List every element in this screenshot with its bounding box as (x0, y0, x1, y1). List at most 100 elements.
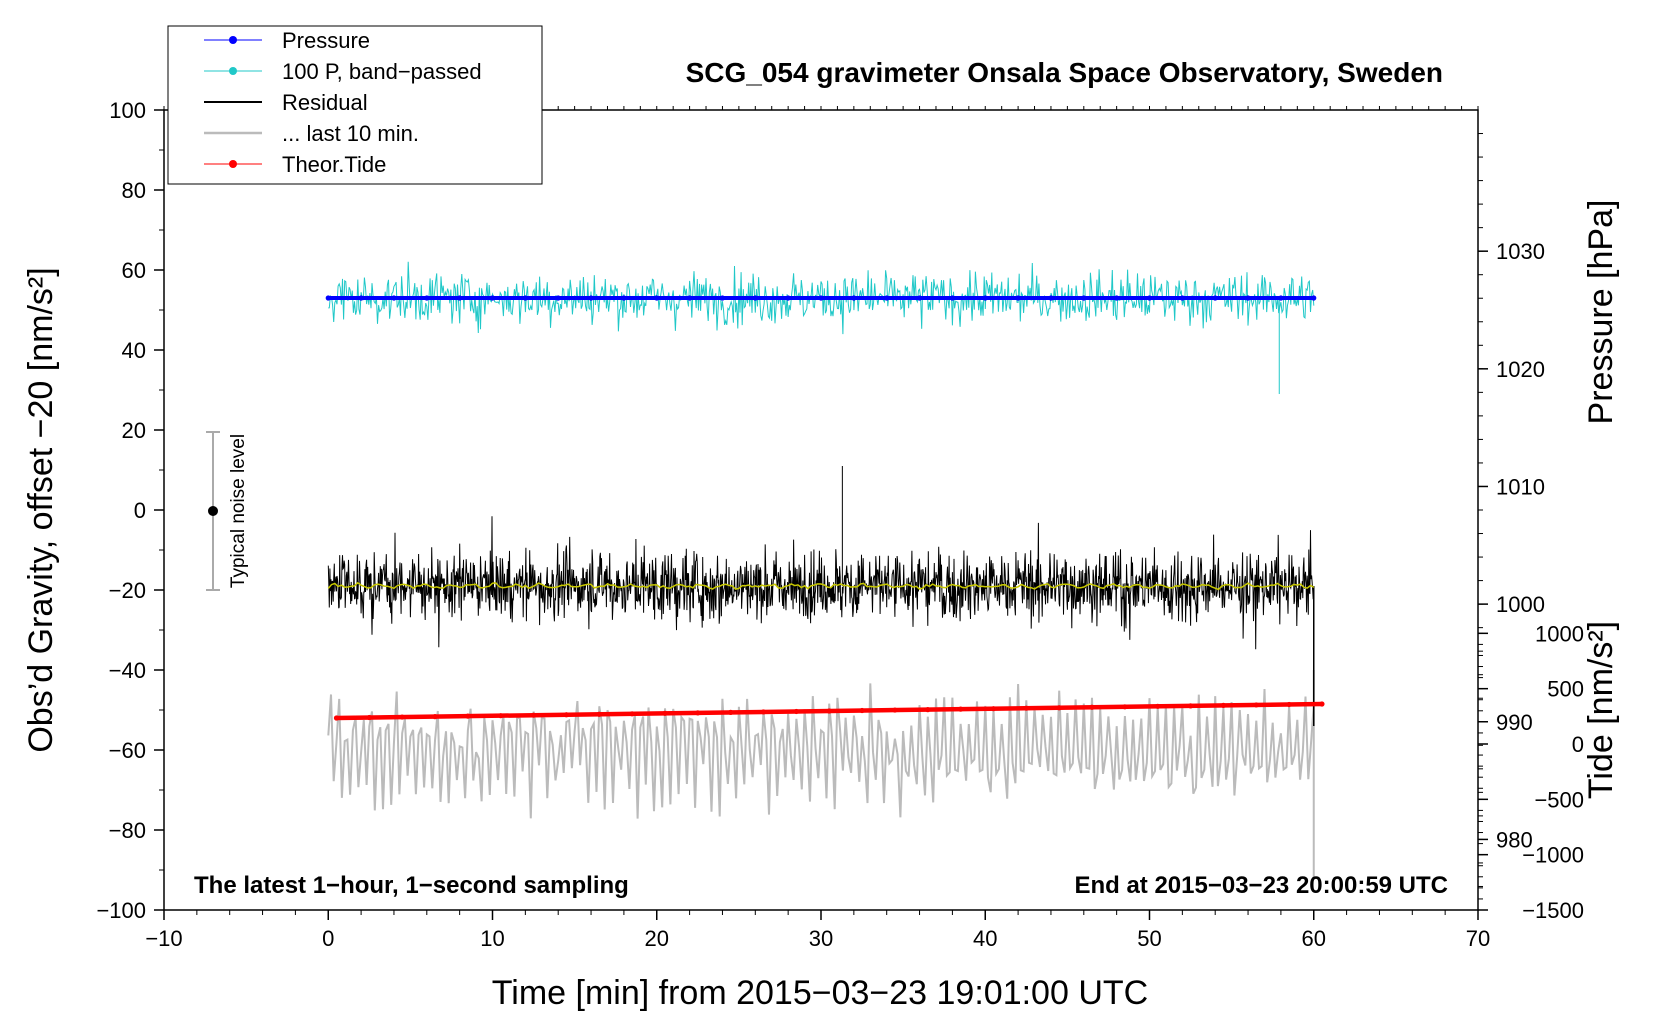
tide-point (333, 715, 340, 721)
tide-point (1286, 701, 1292, 708)
pressure-tick-label: 1030 (1496, 239, 1545, 264)
tide-point (826, 708, 832, 714)
pressure-point (884, 295, 890, 301)
y-left-tick-label: 20 (122, 418, 146, 443)
tide-point (432, 714, 438, 720)
series-residual-smoothed (327, 581, 1315, 591)
legend-label-band-passed: 100 P, band−passed (282, 59, 482, 84)
tide-tick-label: 1000 (1535, 621, 1584, 646)
pressure-tick-label: 1010 (1496, 474, 1545, 499)
tide-point (596, 711, 602, 717)
series-last-10-min (327, 683, 1315, 819)
y-left-tick-label: −80 (109, 818, 146, 843)
tide-point (728, 709, 734, 716)
x-tick-label: 70 (1466, 926, 1490, 951)
y-axis-left-label: Obs’d Gravity, offset −20 [nm/s²] (22, 267, 60, 752)
pressure-point (621, 295, 627, 301)
tide-point (793, 708, 799, 715)
tide-tick-label: −1500 (1522, 898, 1584, 923)
pressure-point (785, 295, 791, 301)
x-tick-label: −10 (145, 926, 182, 951)
tide-point (925, 707, 931, 713)
series-layer (325, 261, 1325, 878)
series-band-passed (328, 261, 1315, 335)
y-left-tick-label: −100 (96, 898, 146, 923)
pressure-point (588, 295, 594, 301)
y-left-tick-label: −40 (109, 658, 146, 683)
y-left-tick-label: 100 (109, 98, 146, 123)
legend-label-pressure: Pressure (282, 28, 370, 53)
legend-entry-pressure: Pressure (204, 28, 370, 53)
y-left-tick-label: 80 (122, 178, 146, 203)
x-tick-label: 40 (973, 926, 997, 951)
tide-tick-label: 0 (1572, 732, 1584, 757)
pressure-point (457, 295, 463, 301)
pressure-point (1212, 295, 1218, 301)
tide-point (465, 713, 471, 719)
legend-marker-theor-tide (229, 160, 237, 168)
annotation-bottom-left: The latest 1−hour, 1−second sampling (194, 872, 629, 899)
pressure-point (1179, 295, 1185, 301)
pressure-point (1311, 295, 1317, 301)
pressure-point (522, 295, 528, 301)
pressure-point (1048, 295, 1054, 301)
pressure-point (851, 295, 857, 301)
legend-entry-theor-tide: Theor.Tide (204, 152, 386, 177)
tide-point (1187, 703, 1194, 709)
pressure-point (687, 295, 693, 301)
pressure-tick-label: 1020 (1496, 357, 1545, 382)
legend-marker-pressure (229, 36, 237, 44)
pressure-point (1114, 295, 1120, 301)
pressure-point (325, 295, 331, 301)
y-axis-right-tide-label: Tide [nm/s²] (1582, 621, 1620, 799)
series-residual (327, 516, 1315, 650)
y-axis-right-pressure-label: Pressure [hPa] (1582, 200, 1620, 425)
noise-bar-label: Typical noise level (228, 434, 249, 588)
tide-point (859, 707, 865, 714)
tide-point (990, 706, 997, 712)
tide-point (530, 712, 537, 718)
legend-label-residual: Residual (282, 90, 368, 115)
legend-entry-band-passed: 100 P, band−passed (204, 59, 482, 84)
annotation-bottom-right: End at 2015−03−23 20:00:59 UTC (1074, 872, 1448, 899)
y-left-tick-label: 60 (122, 258, 146, 283)
pressure-point (555, 295, 561, 301)
tide-point (1220, 702, 1227, 709)
pressure-point (818, 295, 824, 301)
tide-point (958, 706, 964, 712)
pressure-tick-label: 980 (1496, 827, 1533, 852)
x-tick-label: 30 (809, 926, 833, 951)
pressure-point (916, 295, 923, 301)
tide-tick-label: −500 (1534, 787, 1584, 812)
tide-point (1319, 701, 1325, 707)
axes-layer: −10 0 10 20 30 40 50 60 70100806040200−20−40−60−… (96, 98, 1584, 951)
pressure-point (489, 295, 496, 301)
pressure-point (1146, 295, 1153, 301)
pressure-point (654, 295, 660, 301)
tide-point (1089, 704, 1095, 710)
tide-tick-label: 500 (1547, 677, 1584, 702)
legend-entry-residual: Residual (204, 90, 368, 115)
y-left-tick-label: 40 (122, 338, 146, 363)
legend-label-last-10-min: ... last 10 min. (282, 121, 419, 146)
tide-point (1155, 703, 1161, 709)
pressure-point (1278, 295, 1284, 301)
x-axis-label: Time [min] from 2015−03−23 19:01:00 UTC (492, 974, 1148, 1012)
tide-point (760, 709, 767, 715)
tide-point (1056, 705, 1062, 711)
pressure-point (752, 295, 758, 301)
x-tick-label: 60 (1302, 926, 1326, 951)
tide-point (1122, 704, 1128, 710)
tide-tick-label: −1000 (1522, 843, 1584, 868)
pressure-point (424, 295, 430, 301)
chart-title: SCG_054 gravimeter Onsala Space Observat… (686, 57, 1443, 88)
legend-marker-band-passed (229, 67, 237, 75)
x-tick-label: 10 (480, 926, 504, 951)
pressure-tick-label: 1000 (1496, 592, 1545, 617)
tide-point (399, 714, 405, 720)
legend: Pressure 100 P, band−passed Residual ...… (167, 25, 543, 185)
pressure-point (1245, 295, 1251, 301)
tide-point (695, 710, 701, 716)
y-left-tick-label: 0 (134, 498, 146, 523)
